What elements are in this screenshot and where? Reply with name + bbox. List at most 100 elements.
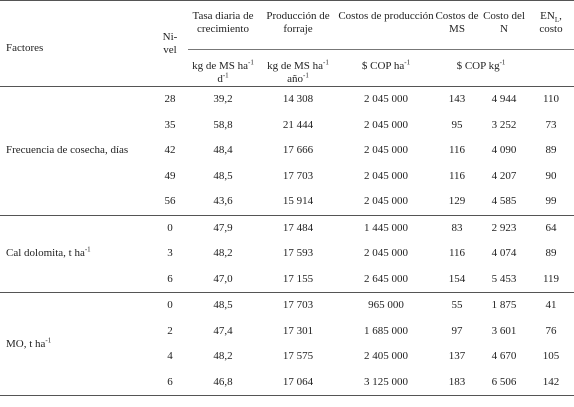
cell-nivel: 0 [167, 221, 173, 234]
cell-costos-ms: 116 [448, 247, 466, 260]
cell-nivel: 56 [152, 189, 188, 216]
unit-en-costo [528, 49, 574, 87]
cell-en-costo: 119 [528, 266, 574, 293]
cell-costo-n: 5 453 [480, 266, 528, 293]
cell-costos-ms: 95 [451, 118, 463, 131]
table-row: 49 48,5 17 703 2 045 000 116 4 207 90 [0, 164, 574, 190]
cell-costo-n: 4 207 [491, 169, 517, 182]
header-nivel: Ni-vel [152, 0, 188, 87]
cell-produccion: 15 914 [258, 189, 338, 216]
cell-nivel: 49 [164, 169, 176, 182]
unit-tasa: kg de MS ha-1 d-1 [188, 49, 258, 87]
cell-costos-ms: 116 [448, 169, 466, 182]
table-body: Frecuencia de cosecha, días 28 39,2 14 308 2… [0, 86, 574, 396]
cell-en-costo: 73 [545, 118, 557, 131]
cell-costos-produccion: 3 125 000 [338, 369, 434, 396]
cell-nivel: 2 [167, 324, 173, 337]
cell-produccion: 17 703 [282, 299, 314, 312]
table-row: 3 48,2 17 593 2 045 000 116 4 074 89 [0, 241, 574, 267]
cell-costos-produccion: 2 045 000 [364, 144, 408, 157]
cell-costo-n: 4 670 [491, 350, 517, 363]
cell-costos-produccion: 2 045 000 [364, 247, 408, 260]
cell-produccion: 17 703 [282, 169, 314, 182]
cell-nivel: 3 [167, 247, 173, 260]
cell-costo-n: 3 252 [491, 118, 517, 131]
unit-produccion: kg de MS ha-1 año-1 [258, 49, 338, 87]
cell-tasa: 47,0 [188, 266, 258, 293]
cell-tasa: 48,5 [213, 169, 233, 182]
cell-nivel: 4 [167, 350, 173, 363]
cell-costo-n: 2 923 [491, 221, 517, 234]
cell-nivel: 6 [152, 266, 188, 293]
cell-costos-ms: 55 [451, 299, 463, 312]
cell-produccion: 14 308 [282, 93, 314, 106]
cell-en-costo: 89 [545, 247, 557, 260]
cell-costos-ms: 97 [451, 324, 463, 337]
cell-costos-produccion: 2 045 000 [364, 169, 408, 182]
cell-tasa: 39,2 [213, 93, 233, 106]
cell-costo-n: 4 074 [491, 247, 517, 260]
cell-costo-n: 4 944 [491, 93, 517, 106]
cell-tasa: 58,8 [213, 118, 233, 131]
cell-produccion: 17 301 [282, 324, 314, 337]
table-row: 6 47,0 17 155 2 645 000 154 5 453 119 [0, 266, 574, 293]
header-en-costo: ENL, costo [528, 0, 574, 50]
data-table: Factores Ni-vel Tasa diaria de crecimien… [0, 0, 574, 396]
cell-tasa: 48,2 [213, 350, 233, 363]
cell-nivel: 35 [164, 118, 176, 131]
cell-costo-n: 4 090 [491, 144, 517, 157]
group-label: MO, t ha-1 [0, 292, 152, 396]
cell-produccion: 21 444 [282, 118, 314, 131]
cell-en-costo: 41 [545, 299, 557, 312]
cell-en-costo: 142 [528, 369, 574, 396]
cell-en-costo: 110 [542, 93, 560, 106]
cell-costo-n: 6 506 [480, 369, 528, 396]
cell-tasa: 48,2 [213, 247, 233, 260]
cell-en-costo: 89 [545, 144, 557, 157]
cell-en-costo: 90 [545, 169, 557, 182]
table-row: 56 43,6 15 914 2 045 000 129 4 585 99 [0, 189, 574, 216]
cell-produccion: 17 155 [258, 266, 338, 293]
table-row: 42 48,4 17 666 2 045 000 116 4 090 89 [0, 138, 574, 164]
header-produccion: Producción de forraje [258, 0, 338, 50]
cell-costos-ms: 116 [448, 144, 466, 157]
cell-tasa: 48,5 [213, 299, 233, 312]
cell-en-costo: 99 [528, 189, 574, 216]
cell-costos-ms: 143 [448, 93, 466, 106]
cell-tasa: 47,4 [213, 324, 233, 337]
cell-costos-ms: 137 [448, 350, 466, 363]
cell-tasa: 43,6 [188, 189, 258, 216]
cell-tasa: 48,4 [213, 144, 233, 157]
table-row: 6 46,8 17 064 3 125 000 183 6 506 142 [0, 369, 574, 396]
group-label: Frecuencia de cosecha, días [0, 86, 152, 216]
cell-costos-produccion: 1 685 000 [364, 324, 408, 337]
cell-costos-produccion: 1 445 000 [364, 221, 408, 234]
cell-costos-produccion: 965 000 [368, 299, 404, 312]
cell-costos-produccion: 2 045 000 [338, 189, 434, 216]
cell-costo-n: 4 585 [480, 189, 528, 216]
cell-produccion: 17 064 [258, 369, 338, 396]
cell-nivel: 42 [164, 144, 176, 157]
cell-costos-ms: 154 [434, 266, 480, 293]
cell-costos-ms: 83 [451, 221, 463, 234]
group-label: Cal dolomita, t ha-1 [0, 215, 152, 293]
header-costo-n: Costo del N [480, 0, 528, 50]
table-row: 4 48,2 17 575 2 405 000 137 4 670 105 [0, 344, 574, 370]
cell-nivel: 0 [167, 299, 173, 312]
cell-en-costo: 105 [542, 350, 560, 363]
header-costos-ms: Costos de MS [434, 0, 480, 50]
cell-costos-produccion: 2 645 000 [338, 266, 434, 293]
unit-costos-produccion: $ COP ha-1 [338, 49, 434, 87]
cell-produccion: 17 666 [282, 144, 314, 157]
table-row: MO, t ha-1 0 48,5 17 703 965 000 55 1 875 41 [0, 292, 574, 396]
cell-en-costo: 76 [545, 324, 557, 337]
unit-cop-kg: $ COP kg-1 [434, 49, 528, 87]
header-costos-produccion: Costos de producción [338, 0, 434, 50]
cell-tasa: 46,8 [188, 369, 258, 396]
cell-produccion: 17 593 [282, 247, 314, 260]
cell-costos-ms: 129 [434, 189, 480, 216]
cell-costos-produccion: 2 405 000 [364, 350, 408, 363]
cell-produccion: 17 575 [282, 350, 314, 363]
cell-costo-n: 1 875 [491, 299, 517, 312]
